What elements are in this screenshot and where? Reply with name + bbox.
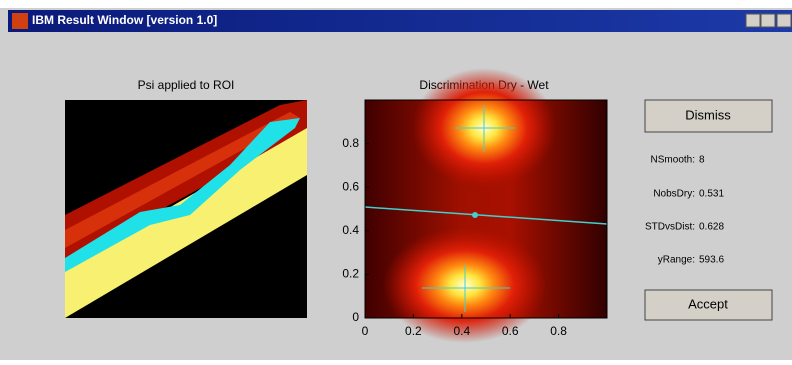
heatmap [365,68,607,343]
left-panel-title: Psi applied to ROI [138,78,235,92]
stat-label: yRange: [658,255,695,266]
app-icon [12,13,28,29]
stat-value: 0.628 [699,222,724,233]
y-tick-label: 0.8 [342,136,359,150]
x-tick-label: 0.4 [453,324,470,338]
y-tick-label: 0.6 [342,179,359,193]
accept-button[interactable]: Accept [645,290,772,320]
stat-label: NSmooth: [651,155,695,166]
stat-value: 593.6 [699,255,724,266]
window: IBM Result Window [version 1.0] Psi appl… [0,0,792,360]
roi-image [65,100,307,318]
x-tick-label: 0.8 [550,324,567,338]
button-label[interactable]: Dismiss [685,107,731,122]
stat-value: 0.531 [699,189,724,200]
x-tick-label: 0 [362,324,369,338]
y-tick-label: 0.2 [342,267,359,281]
dismiss-button[interactable]: Dismiss [645,100,772,132]
button-label[interactable]: Accept [688,296,728,311]
window-title: IBM Result Window [version 1.0] [32,13,217,27]
stat-label: STDvsDist: [645,222,695,233]
x-tick-label: 0.6 [502,324,519,338]
x-tick-label: 0.2 [405,324,422,338]
page: IBM Result Window [version 1.0] Psi appl… [0,0,792,360]
stat-label: NobsDry: [653,189,695,200]
y-tick-label: 0 [352,310,359,324]
y-tick-label: 0.4 [342,223,359,237]
minimize-button[interactable] [746,14,760,27]
stat-value: 8 [699,155,705,166]
maximize-button[interactable] [761,14,775,27]
close-button[interactable] [777,14,791,27]
